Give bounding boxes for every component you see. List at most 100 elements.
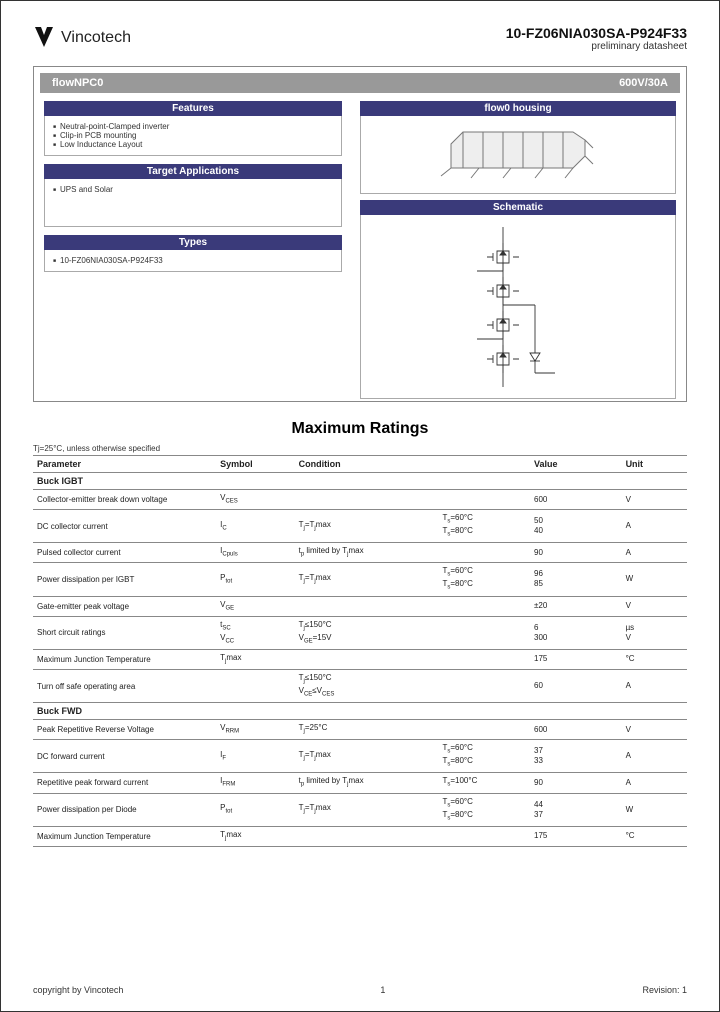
doc-type: preliminary datasheet [506,41,687,52]
table-row: Repetitive peak forward currentIFRMtp li… [33,773,687,793]
cell-param: Gate-emitter peak voltage [33,596,216,616]
features-body: Neutral-point-Clamped inverter Clip-in P… [44,116,342,156]
cell-param: Maximum Junction Temperature [33,649,216,669]
housing-image [360,116,676,194]
table-section-row: Buck IGBT [33,473,687,490]
cell-param: Repetitive peak forward current [33,773,216,793]
ratings-table: Parameter Symbol Condition Value Unit Bu… [33,455,687,847]
cell-cond1 [295,826,439,846]
table-row: DC collector currentICTj=TjmaxTs=60°CTs=… [33,510,687,543]
types-title: Types [44,235,342,250]
cell-param: DC collector current [33,510,216,543]
table-header-row: Parameter Symbol Condition Value Unit [33,456,687,473]
cell-unit: V [622,596,687,616]
cell-symbol: Tjmax [216,649,294,669]
cell-value: 60 [530,669,622,702]
cell-symbol: Tjmax [216,826,294,846]
cell-symbol: IF [216,740,294,773]
cell-unit: °C [622,826,687,846]
housing-title: flow0 housing [360,101,676,116]
table-row: Pulsed collector currentICpulstp limited… [33,543,687,563]
table-row: Turn off safe operating area Tj≤150°CVCE≤… [33,669,687,702]
cell-unit: A [622,669,687,702]
cell-value: 90 [530,543,622,563]
ratings-title: Maximum Ratings [33,420,687,438]
cell-symbol: Ptot [216,563,294,596]
cell-cond2 [438,596,530,616]
app-item: UPS and Solar [53,185,333,194]
cell-cond2 [438,720,530,740]
table-section-row: Buck FWD [33,703,687,720]
columns: Features Neutral-point-Clamped inverter … [44,101,676,399]
product-family: flowNPC0 [52,77,103,89]
th-condition: Condition [295,456,530,473]
table-row: Maximum Junction TemperatureTjmax175°C [33,649,687,669]
cell-unit: °C [622,649,687,669]
feature-item: Clip-in PCB mounting [53,131,333,140]
left-column: Features Neutral-point-Clamped inverter … [44,101,342,399]
cell-unit: V [622,720,687,740]
cell-cond1: tp limited by Tjmax [295,543,439,563]
cell-unit: µsV [622,616,687,649]
schematic-image [360,215,676,399]
cell-symbol: IFRM [216,773,294,793]
cell-value: 90 [530,773,622,793]
cell-param: Maximum Junction Temperature [33,826,216,846]
cell-cond1: Tj=25°C [295,720,439,740]
cell-value: 3733 [530,740,622,773]
overview-frame: flowNPC0 600V/30A Features Neutral-point… [33,66,687,402]
cell-value: 6300 [530,616,622,649]
schematic-title: Schematic [360,200,676,215]
apps-body: UPS and Solar [44,179,342,227]
cell-cond2 [438,543,530,563]
footer-revision: Revision: 1 [642,985,687,995]
cell-cond2 [438,490,530,510]
cell-value: 600 [530,720,622,740]
brand-name: Vincotech [61,29,131,47]
cell-param: Short circuit ratings [33,616,216,649]
cell-cond2: Ts=100°C [438,773,530,793]
cell-value: 5040 [530,510,622,543]
cell-value: 600 [530,490,622,510]
footer-page: 1 [380,985,385,995]
logo: Vincotech [33,25,131,51]
cell-cond2: Ts=60°CTs=80°C [438,740,530,773]
th-value: Value [530,456,622,473]
cell-symbol: VGE [216,596,294,616]
cell-unit: V [622,490,687,510]
cell-unit: W [622,793,687,826]
table-row: Peak Repetitive Reverse VoltageVRRMTj=25… [33,720,687,740]
product-bar: flowNPC0 600V/30A [40,73,680,93]
cell-cond1: Tj=Tjmax [295,793,439,826]
right-column: flow0 housing Schematic [360,101,676,399]
cell-param: Power dissipation per Diode [33,793,216,826]
cell-unit: A [622,773,687,793]
table-row: Power dissipation per DiodePtotTj=TjmaxT… [33,793,687,826]
module-outline-icon [433,126,603,184]
cell-cond2 [438,649,530,669]
cell-symbol: tSCVCC [216,616,294,649]
cell-cond1: Tj=Tjmax [295,563,439,596]
cell-symbol: VCES [216,490,294,510]
table-row: Short circuit ratingstSCVCCTj≤150°CVGE=1… [33,616,687,649]
table-row: Collector-emitter break down voltageVCES… [33,490,687,510]
cell-value: ±20 [530,596,622,616]
product-rating: 600V/30A [619,77,668,89]
cell-value: 4437 [530,793,622,826]
table-row: DC forward currentIFTj=TjmaxTs=60°CTs=80… [33,740,687,773]
cell-cond2 [438,669,530,702]
th-param: Parameter [33,456,216,473]
table-row: Gate-emitter peak voltageVGE ±20V [33,596,687,616]
cell-symbol: Ptot [216,793,294,826]
page-header: Vincotech 10-FZ06NIA030SA-P924F33 prelim… [33,25,687,52]
cell-cond1: Tj≤150°CVCE≤VCES [295,669,439,702]
cell-cond1: tp limited by Tjmax [295,773,439,793]
cell-cond1: Tj=Tjmax [295,740,439,773]
cell-cond2 [438,616,530,649]
cell-param: Turn off safe operating area [33,669,216,702]
table-row: Power dissipation per IGBTPtotTj=TjmaxTs… [33,563,687,596]
cell-symbol: ICpuls [216,543,294,563]
cell-cond2: Ts=60°CTs=80°C [438,563,530,596]
th-symbol: Symbol [216,456,294,473]
datasheet-page: Vincotech 10-FZ06NIA030SA-P924F33 prelim… [0,0,720,1012]
